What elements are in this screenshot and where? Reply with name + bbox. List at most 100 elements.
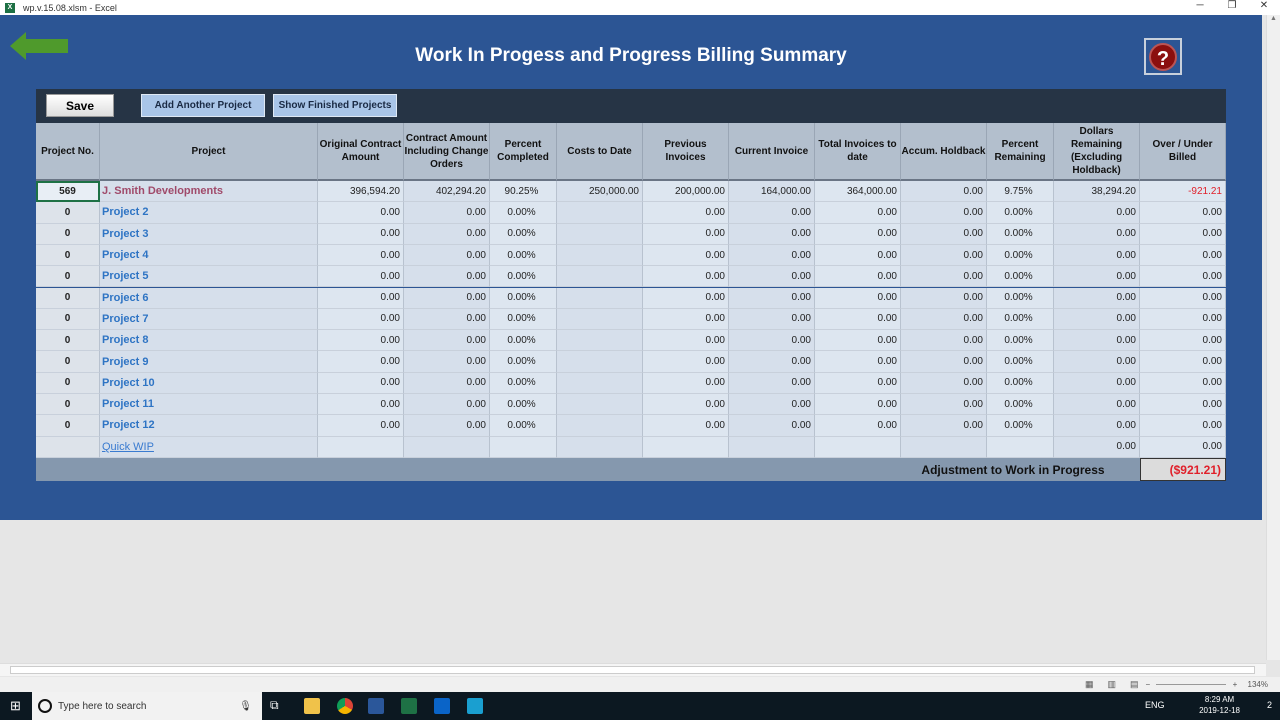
cell-project-name[interactable]: Quick WIP bbox=[100, 436, 318, 458]
cell-original-contract[interactable]: 0.00 bbox=[318, 244, 404, 267]
page-layout-icon[interactable]: ▥ bbox=[1107, 679, 1117, 689]
outlook-icon[interactable] bbox=[434, 698, 450, 714]
cell-project-name[interactable]: Project 8 bbox=[100, 330, 318, 352]
cell-current-invoice[interactable]: 0.00 bbox=[729, 308, 815, 331]
cell-over-under-billed[interactable]: 0.00 bbox=[1140, 330, 1226, 352]
cell-over-under-billed[interactable]: 0.00 bbox=[1140, 244, 1226, 267]
cell-costs-to-date[interactable] bbox=[557, 266, 643, 288]
cell-accum-holdback[interactable]: 0.00 bbox=[901, 394, 987, 416]
cell-costs-to-date[interactable] bbox=[557, 394, 643, 416]
cell-over-under-billed[interactable]: 0.00 bbox=[1140, 223, 1226, 245]
cell-contract-with-changes[interactable]: 0.00 bbox=[404, 330, 490, 352]
cell-original-contract[interactable]: 0.00 bbox=[318, 330, 404, 352]
cell-percent-completed[interactable]: 0.00% bbox=[490, 266, 557, 288]
cell-costs-to-date[interactable] bbox=[557, 202, 643, 224]
cell-costs-to-date[interactable] bbox=[557, 287, 643, 309]
cell-previous-invoices[interactable]: 0.00 bbox=[643, 308, 729, 331]
cell-total-invoices[interactable]: 0.00 bbox=[815, 372, 901, 394]
cell-project-name[interactable]: Project 12 bbox=[100, 415, 318, 437]
chrome-icon[interactable] bbox=[337, 698, 353, 714]
cell-percent-remaining[interactable]: 0.00% bbox=[987, 266, 1054, 288]
cell-total-invoices[interactable] bbox=[815, 436, 901, 458]
clock[interactable]: 8:29 AM 2019-12-18 bbox=[1199, 694, 1240, 716]
cell-project-no[interactable]: 0 bbox=[36, 330, 100, 352]
cell-project-name[interactable]: Project 11 bbox=[100, 394, 318, 416]
app-icon[interactable] bbox=[467, 698, 483, 714]
cell-total-invoices[interactable]: 0.00 bbox=[815, 223, 901, 245]
cell-original-contract[interactable]: 0.00 bbox=[318, 202, 404, 224]
cell-original-contract[interactable]: 0.00 bbox=[318, 266, 404, 288]
cell-costs-to-date[interactable] bbox=[557, 308, 643, 331]
cell-over-under-billed[interactable]: 0.00 bbox=[1140, 308, 1226, 331]
cell-contract-with-changes[interactable]: 402,294.20 bbox=[404, 181, 490, 203]
cell-current-invoice[interactable]: 0.00 bbox=[729, 266, 815, 288]
show-finished-projects-button[interactable]: Show Finished Projects bbox=[273, 94, 397, 117]
cell-original-contract[interactable]: 0.00 bbox=[318, 372, 404, 394]
cell-over-under-billed[interactable]: 0.00 bbox=[1140, 351, 1226, 373]
cell-percent-completed[interactable]: 0.00% bbox=[490, 351, 557, 373]
cell-original-contract[interactable]: 0.00 bbox=[318, 351, 404, 373]
cell-dollars-remaining[interactable]: 0.00 bbox=[1054, 287, 1140, 309]
page-break-icon[interactable]: ▤ bbox=[1130, 679, 1139, 689]
cell-over-under-billed[interactable]: 0.00 bbox=[1140, 287, 1226, 309]
cell-total-invoices[interactable]: 0.00 bbox=[815, 351, 901, 373]
cell-percent-remaining[interactable]: 0.00% bbox=[987, 287, 1054, 309]
cell-over-under-billed[interactable]: 0.00 bbox=[1140, 394, 1226, 416]
cell-dollars-remaining[interactable]: 0.00 bbox=[1054, 351, 1140, 373]
cell-contract-with-changes[interactable]: 0.00 bbox=[404, 415, 490, 437]
cell-dollars-remaining[interactable]: 0.00 bbox=[1054, 266, 1140, 288]
cell-percent-completed[interactable]: 0.00% bbox=[490, 394, 557, 416]
cell-percent-completed[interactable]: 0.00% bbox=[490, 308, 557, 331]
cell-project-no[interactable] bbox=[36, 436, 100, 458]
cell-dollars-remaining[interactable]: 0.00 bbox=[1054, 308, 1140, 331]
cell-percent-completed[interactable]: 90.25% bbox=[490, 181, 557, 203]
cell-percent-remaining[interactable]: 0.00% bbox=[987, 202, 1054, 224]
cell-previous-invoices[interactable]: 0.00 bbox=[643, 415, 729, 437]
cell-accum-holdback[interactable]: 0.00 bbox=[901, 308, 987, 331]
cell-total-invoices[interactable]: 0.00 bbox=[815, 308, 901, 331]
cell-percent-remaining[interactable]: 0.00% bbox=[987, 330, 1054, 352]
cell-previous-invoices[interactable] bbox=[643, 436, 729, 458]
excel-taskbar-icon[interactable] bbox=[401, 698, 417, 714]
cell-project-name[interactable]: Project 10 bbox=[100, 372, 318, 394]
cell-dollars-remaining[interactable]: 0.00 bbox=[1054, 202, 1140, 224]
cell-project-no[interactable]: 0 bbox=[36, 415, 100, 437]
cell-dollars-remaining[interactable]: 0.00 bbox=[1054, 372, 1140, 394]
cell-accum-holdback[interactable]: 0.00 bbox=[901, 351, 987, 373]
cell-dollars-remaining[interactable]: 38,294.20 bbox=[1054, 181, 1140, 203]
cell-percent-remaining[interactable]: 0.00% bbox=[987, 415, 1054, 437]
adjustment-value[interactable]: ($921.21) bbox=[1140, 458, 1226, 481]
cell-original-contract[interactable]: 0.00 bbox=[318, 223, 404, 245]
cell-costs-to-date[interactable] bbox=[557, 436, 643, 458]
cell-over-under-billed[interactable]: 0.00 bbox=[1140, 372, 1226, 394]
cell-accum-holdback[interactable]: 0.00 bbox=[901, 266, 987, 288]
cell-accum-holdback[interactable]: 0.00 bbox=[901, 415, 987, 437]
cell-total-invoices[interactable]: 364,000.00 bbox=[815, 181, 901, 203]
cell-project-no[interactable]: 0 bbox=[36, 372, 100, 394]
cell-over-under-billed[interactable]: -921.21 bbox=[1140, 181, 1226, 203]
cell-previous-invoices[interactable]: 0.00 bbox=[643, 372, 729, 394]
cell-accum-holdback[interactable]: 0.00 bbox=[901, 244, 987, 267]
cell-previous-invoices[interactable]: 200,000.00 bbox=[643, 181, 729, 203]
cell-total-invoices[interactable]: 0.00 bbox=[815, 266, 901, 288]
cell-previous-invoices[interactable]: 0.00 bbox=[643, 202, 729, 224]
cell-percent-completed[interactable]: 0.00% bbox=[490, 330, 557, 352]
cell-percent-remaining[interactable]: 0.00% bbox=[987, 394, 1054, 416]
cell-costs-to-date[interactable] bbox=[557, 372, 643, 394]
vertical-scrollbar[interactable]: ▲ bbox=[1266, 15, 1280, 660]
cell-costs-to-date[interactable] bbox=[557, 330, 643, 352]
notifications-icon[interactable]: 2 bbox=[1266, 700, 1272, 710]
cell-previous-invoices[interactable]: 0.00 bbox=[643, 351, 729, 373]
cell-costs-to-date[interactable]: 250,000.00 bbox=[557, 181, 643, 203]
normal-view-icon[interactable]: ▦ bbox=[1085, 679, 1094, 689]
cell-original-contract[interactable]: 0.00 bbox=[318, 287, 404, 309]
cell-current-invoice[interactable]: 0.00 bbox=[729, 330, 815, 352]
cell-current-invoice[interactable]: 164,000.00 bbox=[729, 181, 815, 203]
cell-percent-completed[interactable]: 0.00% bbox=[490, 287, 557, 309]
cell-contract-with-changes[interactable]: 0.00 bbox=[404, 287, 490, 309]
cell-percent-remaining[interactable]: 0.00% bbox=[987, 372, 1054, 394]
cell-percent-completed[interactable]: 0.00% bbox=[490, 202, 557, 224]
minimize-button[interactable]: ─ bbox=[1196, 0, 1204, 11]
cell-contract-with-changes[interactable] bbox=[404, 436, 490, 458]
cell-current-invoice[interactable]: 0.00 bbox=[729, 372, 815, 394]
